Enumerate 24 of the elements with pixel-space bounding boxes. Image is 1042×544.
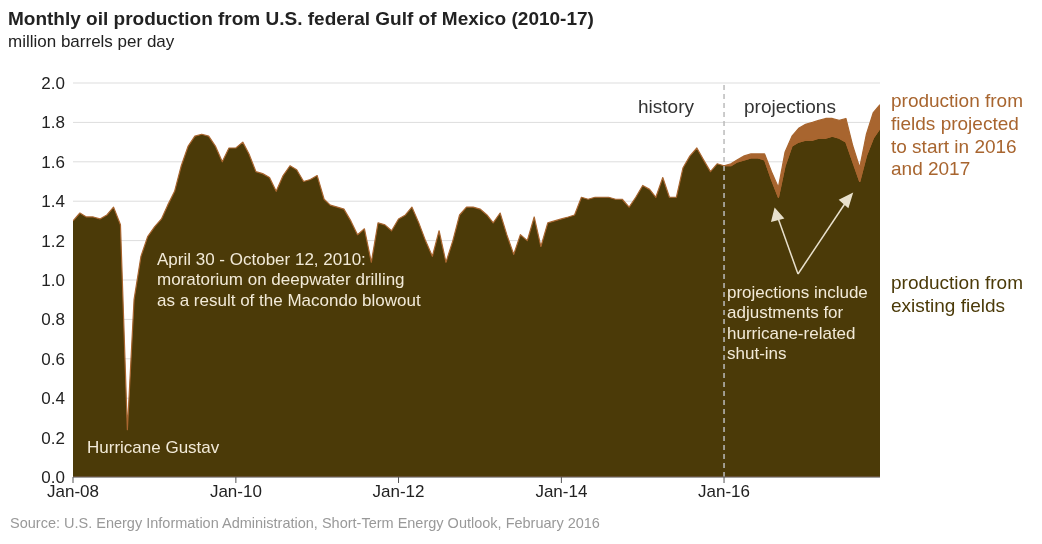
y-tick-label: 1.6 (41, 152, 65, 172)
y-tick-label: 1.4 (41, 192, 65, 212)
annotation: projections (744, 96, 836, 119)
x-tick-label: Jan-14 (535, 482, 588, 502)
y-tick-label: 0.4 (41, 389, 65, 409)
y-tick-label: 1.0 (41, 271, 65, 291)
x-tick-label: Jan-10 (209, 482, 262, 502)
source-note: Source: U.S. Energy Information Administration, Short-Term Energy Outlook, February 2016 (10, 515, 600, 533)
y-tick-label: 0.2 (41, 428, 65, 448)
annotation: Hurricane Gustav (87, 438, 220, 459)
chart-subtitle: million barrels per day (8, 32, 175, 52)
annotation: projections include adjustments for hurricane-related shut-ins (727, 283, 869, 365)
x-tick-label: Jan-12 (372, 482, 425, 502)
y-tick-label: 1.2 (41, 231, 65, 251)
chart-title: Monthly oil production from U.S. federal Gulf of Mexico (2010-17) (8, 8, 594, 30)
y-tick-label: 0.8 (41, 310, 65, 330)
series-label: production from existing fields (891, 272, 1024, 318)
x-tick-label: Jan-16 (698, 482, 751, 502)
annotation: April 30 - October 12, 2010: moratorium on deepwater drilling as a result of the Macondo blowout (157, 250, 422, 312)
y-tick-label: 0.6 (41, 349, 65, 369)
y-tick-label: 1.8 (41, 113, 65, 133)
y-tick-label: 2.0 (41, 74, 65, 94)
series-label: production from fields projected to start in 2016 and 2017 (891, 90, 1024, 182)
annotation: history (638, 96, 694, 119)
